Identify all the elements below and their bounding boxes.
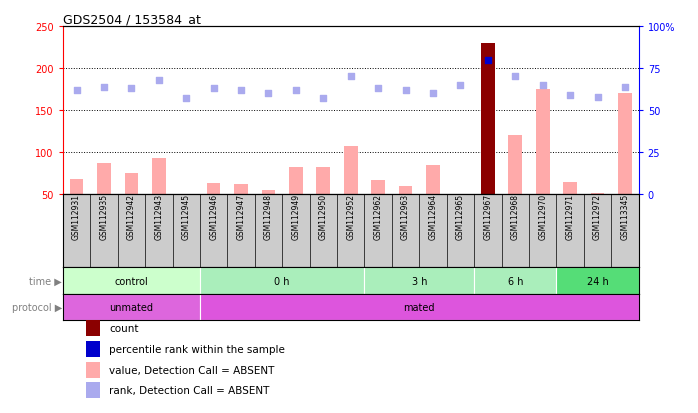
Bar	[371, 180, 385, 195]
Text: 3 h: 3 h	[412, 276, 427, 286]
Text: protocol ▶: protocol ▶	[12, 302, 62, 312]
Text: value, Detection Call = ABSENT: value, Detection Call = ABSENT	[109, 365, 274, 375]
Text: control: control	[114, 276, 148, 286]
Point	[153, 77, 165, 84]
Text: time ▶: time ▶	[29, 276, 62, 286]
Point	[482, 57, 493, 64]
Bar	[262, 191, 275, 195]
Bar	[124, 174, 138, 195]
Bar	[86, 362, 101, 378]
Bar	[508, 136, 522, 195]
Point	[263, 91, 274, 97]
Point	[98, 84, 110, 91]
Text: unmated: unmated	[110, 302, 154, 312]
Point	[126, 86, 137, 93]
Text: count: count	[109, 323, 138, 333]
Bar	[316, 167, 330, 195]
Bar	[86, 382, 101, 398]
Bar	[289, 168, 303, 195]
Bar	[364, 268, 474, 294]
Point	[290, 88, 302, 94]
Bar	[618, 94, 632, 195]
Bar	[591, 193, 604, 195]
Bar	[235, 185, 248, 195]
Point	[565, 93, 576, 99]
Text: 0 h: 0 h	[274, 276, 290, 286]
Text: percentile rank within the sample: percentile rank within the sample	[109, 344, 285, 354]
Bar	[63, 294, 200, 320]
Point	[235, 88, 246, 94]
Bar	[563, 183, 577, 195]
Point	[181, 96, 192, 102]
Bar	[426, 166, 440, 195]
Point	[537, 82, 548, 89]
Point	[510, 74, 521, 81]
Bar	[399, 187, 413, 195]
Bar	[474, 268, 556, 294]
Bar	[86, 320, 101, 336]
Bar	[97, 164, 111, 195]
Bar	[200, 268, 364, 294]
Point	[208, 86, 219, 93]
Point	[455, 82, 466, 89]
Text: 6 h: 6 h	[507, 276, 523, 286]
Point	[592, 94, 603, 101]
Bar	[63, 268, 200, 294]
Text: 24 h: 24 h	[586, 276, 609, 286]
Point	[373, 86, 384, 93]
Text: rank, Detection Call = ABSENT: rank, Detection Call = ABSENT	[109, 385, 269, 395]
Text: mated: mated	[403, 302, 435, 312]
Bar	[344, 146, 357, 195]
Bar	[556, 268, 639, 294]
Bar	[70, 180, 83, 195]
Bar	[207, 184, 221, 195]
Bar	[152, 159, 165, 195]
Point	[400, 88, 411, 94]
Point	[71, 88, 82, 94]
Bar	[86, 342, 101, 357]
Bar	[200, 294, 639, 320]
Bar	[536, 90, 549, 195]
Point	[345, 74, 356, 81]
Point	[427, 91, 438, 97]
Bar	[481, 44, 495, 195]
Point	[619, 84, 630, 91]
Point	[318, 96, 329, 102]
Text: GDS2504 / 153584_at: GDS2504 / 153584_at	[63, 13, 201, 26]
